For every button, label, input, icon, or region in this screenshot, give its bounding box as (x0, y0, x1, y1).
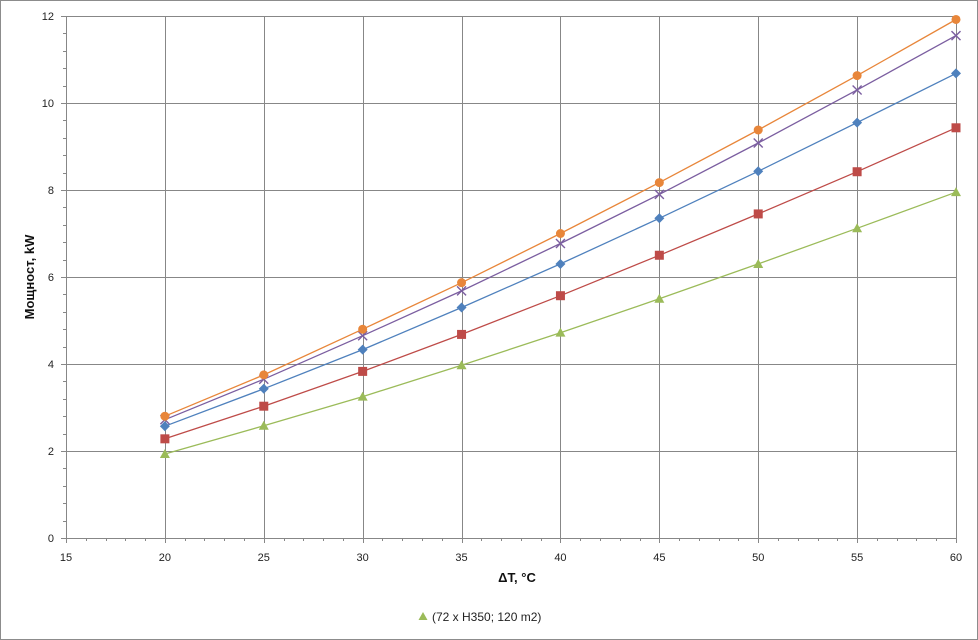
data-point (357, 330, 368, 341)
data-point (753, 138, 764, 149)
x-tick-label: 55 (851, 552, 863, 564)
x-tick-label: 30 (357, 552, 369, 564)
data-point-stroke (753, 138, 764, 149)
data-point (357, 344, 368, 355)
legend: (72 x H350; 120 m2) (418, 610, 541, 624)
data-point (852, 167, 862, 177)
x-axis-title: ΔT, °C (498, 570, 536, 585)
data-point (456, 302, 467, 313)
data-point (456, 285, 467, 296)
data-point (159, 421, 170, 432)
data-point (457, 278, 467, 288)
data-point (555, 291, 565, 301)
y-tick-label: 4 (48, 359, 54, 371)
data-point (160, 434, 170, 444)
data-point (357, 391, 368, 401)
data-point (555, 229, 565, 238)
series-group (159, 14, 961, 459)
y-axis-title: Мощност, kW (22, 234, 37, 319)
y-tick-label: 10 (42, 98, 54, 110)
data-point (753, 125, 763, 135)
x-tick-label: 50 (752, 552, 764, 564)
x-tick-label: 60 (950, 552, 962, 564)
data-point (852, 84, 863, 95)
data-point-stroke (555, 238, 566, 249)
data-point (753, 209, 763, 219)
x-tick-label: 25 (258, 552, 270, 564)
data-point (852, 71, 862, 81)
data-point-stroke (357, 330, 368, 341)
data-point-stroke (456, 285, 467, 296)
x-tick-label: 20 (159, 552, 171, 564)
axes: 15 20 25 30 35 40 45 50 55 60 0 2 4 6 8 10 12 (42, 11, 962, 564)
data-point (951, 187, 961, 197)
data-point (457, 329, 467, 339)
data-point (852, 223, 863, 233)
data-point (258, 420, 269, 430)
legend-label: (72 x H350; 120 m2) (432, 610, 541, 624)
data-point (654, 250, 664, 260)
legend-marker (418, 612, 428, 620)
x-tick-label: 40 (554, 552, 566, 564)
y-tick-label: 8 (48, 185, 54, 197)
data-point (951, 30, 961, 41)
data-point (654, 189, 665, 200)
data-point (753, 258, 764, 268)
x-tick-label: 15 (60, 552, 72, 564)
data-point (951, 68, 961, 79)
data-point-stroke (951, 30, 961, 41)
data-point (555, 238, 566, 249)
data-point (654, 213, 665, 224)
x-tick-label: 45 (653, 552, 665, 564)
data-point (852, 117, 863, 128)
y-tick-label: 0 (48, 533, 54, 545)
data-point-stroke (852, 84, 863, 95)
data-point-stroke (654, 189, 665, 200)
y-tick-label: 2 (48, 446, 54, 458)
data-point (654, 293, 665, 303)
data-point (951, 14, 961, 24)
y-tick-label: 12 (42, 11, 54, 23)
y-tick-label: 6 (48, 272, 54, 284)
data-point (456, 360, 467, 370)
data-point (159, 449, 170, 459)
data-point (358, 324, 368, 334)
data-point (555, 258, 566, 269)
data-point (258, 383, 269, 394)
data-point (555, 327, 566, 337)
data-point (259, 370, 269, 380)
data-point (259, 401, 269, 411)
data-point (753, 166, 764, 177)
data-point (654, 178, 664, 188)
data-point (358, 366, 368, 376)
data-point (160, 411, 170, 421)
x-tick-label: 35 (455, 552, 467, 564)
data-point (951, 123, 961, 133)
